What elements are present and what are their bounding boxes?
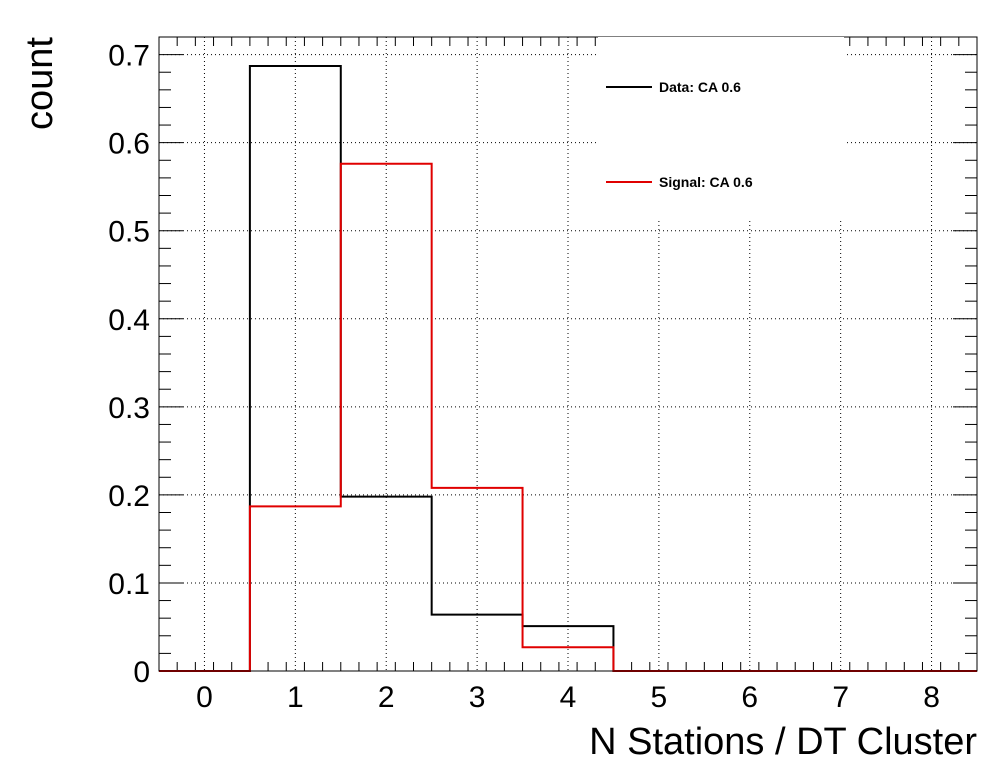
x-tick-label: 4	[560, 681, 577, 714]
y-tick-label: 0	[133, 656, 150, 689]
y-axis-title: count	[19, 37, 61, 130]
y-tick-label: 0.2	[108, 480, 150, 513]
y-tick-label: 0.7	[108, 40, 150, 73]
y-tick-labels: 0 0.1 0.2 0.3 0.4 0.5 0.6 0.7	[108, 40, 150, 689]
x-tick-label: 7	[832, 681, 849, 714]
plot-frame	[158, 36, 978, 672]
x-tick-label: 0	[196, 681, 213, 714]
x-tick-labels: 0 1 2 3 4 5 6 7 8	[196, 681, 940, 714]
x-axis-title: N Stations / DT Cluster	[589, 721, 977, 763]
x-tick-label: 8	[923, 681, 940, 714]
series-line-data	[159, 65, 977, 672]
y-tick-label: 0.1	[108, 568, 150, 601]
y-tick-label: 0.5	[108, 216, 150, 249]
x-tick-label: 2	[378, 681, 395, 714]
x-tick-label: 1	[287, 681, 304, 714]
legend-label-signal: Signal: CA 0.6	[659, 174, 753, 190]
legend-box	[598, 37, 844, 220]
legend: Data: CA 0.6 Signal: CA 0.6	[598, 37, 844, 220]
x-tick-label: 6	[741, 681, 758, 714]
series-lines	[159, 65, 977, 672]
x-tick-label: 3	[469, 681, 486, 714]
y-tick-label: 0.4	[108, 304, 150, 337]
y-tick-label: 0.6	[108, 128, 150, 161]
y-tick-label: 0.3	[108, 392, 150, 425]
x-tick-label: 5	[651, 681, 668, 714]
grid	[159, 37, 977, 671]
legend-label-data: Data: CA 0.6	[659, 79, 741, 95]
